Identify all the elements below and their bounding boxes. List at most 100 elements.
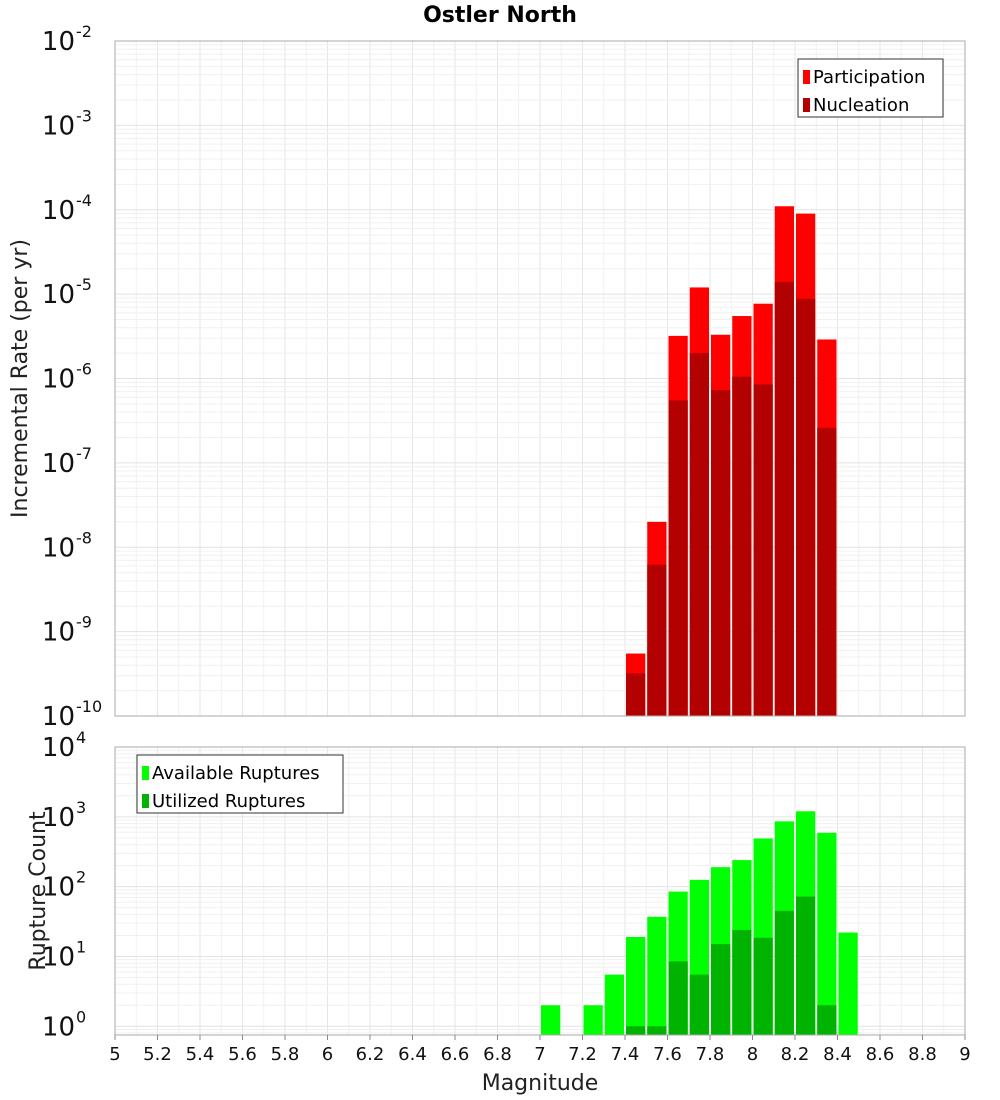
x-tick-label: 8: [747, 1044, 758, 1065]
legend-label: Participation: [813, 67, 925, 88]
bar-utilized-ruptures: [626, 1026, 646, 1035]
y-tick-label: 10: [42, 873, 75, 903]
bar-nucleation: [689, 353, 709, 716]
legend-swatch: [142, 766, 149, 780]
x-tick-label: 9: [959, 1044, 970, 1065]
bottom-y-axis-label: Rupture Count: [26, 811, 51, 971]
y-tick-label: 10: [42, 111, 75, 141]
x-tick-label: 7: [534, 1044, 545, 1065]
y-tick-label: 10: [42, 618, 75, 648]
y-tick-exponent: 1: [76, 937, 86, 956]
legend-label: Nucleation: [813, 95, 909, 116]
bottom-bars: [541, 811, 858, 1035]
bar-nucleation: [796, 298, 816, 716]
x-tick-label: 6: [322, 1044, 333, 1065]
x-tick-label: 6.2: [356, 1044, 385, 1065]
bar-nucleation: [711, 390, 731, 716]
x-ticks: 5 5.2 5.4 5.6 5.8 6 6.2 6.4 6.6 6.8 7 7.2 7.4 7.6 7.8 8…: [109, 1035, 971, 1065]
bar-nucleation: [817, 427, 837, 716]
top-legend: Participation Nucleation: [797, 58, 944, 118]
bar-available-ruptures: [604, 974, 624, 1035]
y-tick-exponent: -4: [76, 191, 92, 210]
chart-title: Ostler North: [423, 3, 577, 28]
legend-swatch: [803, 98, 810, 112]
y-tick-exponent: 3: [76, 798, 86, 817]
y-tick-label: 10: [42, 365, 75, 395]
x-tick-label: 8.4: [823, 1044, 852, 1065]
y-tick-exponent: -7: [76, 444, 92, 463]
y-tick-label: 10: [42, 27, 75, 57]
y-tick-exponent: -6: [76, 360, 92, 379]
x-tick-label: 7.2: [568, 1044, 597, 1065]
x-tick-label: 6.6: [441, 1044, 470, 1065]
legend-box: [797, 58, 944, 118]
y-tick-label: 10: [42, 1012, 75, 1042]
x-tick-label: 7.4: [611, 1044, 640, 1065]
x-tick-label: 5.2: [143, 1044, 172, 1065]
y-tick-exponent: -3: [76, 106, 92, 125]
y-tick-label: 10: [42, 196, 75, 226]
bar-nucleation: [732, 376, 752, 716]
bar-nucleation: [774, 281, 794, 716]
legend-label: Available Ruptures: [152, 763, 320, 784]
bar-utilized-ruptures: [732, 929, 752, 1035]
bottom-legend: Available Ruptures Utilized Ruptures: [136, 754, 344, 814]
top-y-axis-label: Incremental Rate (per yr): [8, 239, 33, 518]
x-tick-label: 8.6: [866, 1044, 895, 1065]
bar-utilized-ruptures: [668, 961, 688, 1035]
x-tick-label: 6.4: [398, 1044, 427, 1065]
x-tick-label: 7.8: [696, 1044, 725, 1065]
legend-swatch: [142, 794, 149, 808]
bar-utilized-ruptures: [753, 937, 773, 1035]
y-tick-exponent: -9: [76, 613, 92, 632]
y-tick-label: 10: [42, 803, 75, 833]
x-tick-label: 7.6: [653, 1044, 682, 1065]
y-tick-exponent: -10: [76, 697, 102, 716]
bar-utilized-ruptures: [774, 910, 794, 1035]
x-tick-label: 8.8: [908, 1044, 937, 1065]
legend-swatch: [803, 70, 810, 84]
x-tick-label: 5.6: [228, 1044, 257, 1065]
top-bars: [626, 206, 837, 717]
bar-nucleation: [753, 384, 773, 716]
bar-nucleation: [668, 400, 688, 716]
y-tick-exponent: -5: [76, 275, 92, 294]
x-axis-label: Magnitude: [482, 1071, 599, 1096]
bar-utilized-ruptures: [689, 974, 709, 1035]
x-tick-label: 5.8: [271, 1044, 300, 1065]
legend-label: Utilized Ruptures: [152, 791, 305, 812]
y-tick-exponent: -2: [76, 22, 92, 41]
y-tick-label: 10: [42, 942, 75, 972]
bar-available-ruptures: [838, 932, 858, 1035]
bar-utilized-ruptures: [817, 1005, 837, 1035]
y-tick-label: 10: [42, 533, 75, 563]
y-tick-label: 10: [42, 702, 75, 732]
top-plot-frame: [114, 40, 966, 717]
bar-available-ruptures: [583, 1005, 603, 1035]
bar-nucleation: [647, 564, 667, 716]
bar-available-ruptures: [626, 936, 646, 1035]
y-tick-exponent: -8: [76, 528, 92, 547]
bar-nucleation: [626, 673, 646, 716]
bar-available-ruptures: [541, 1005, 561, 1035]
x-tick-label: 8.2: [781, 1044, 810, 1065]
legend-box: [136, 754, 344, 814]
top-gridlines: [114, 40, 966, 717]
bar-utilized-ruptures: [647, 1026, 667, 1035]
y-tick-exponent: 2: [76, 868, 86, 887]
y-tick-exponent: 0: [76, 1007, 86, 1026]
x-tick-label: 5: [109, 1044, 120, 1065]
y-tick-label: 10: [42, 733, 75, 763]
y-tick-label: 10: [42, 449, 75, 479]
bar-available-ruptures: [647, 916, 667, 1035]
bar-available-ruptures: [817, 832, 837, 1035]
y-tick-exponent: 4: [76, 728, 86, 747]
bar-utilized-ruptures: [711, 944, 731, 1035]
x-tick-label: 5.4: [186, 1044, 215, 1065]
